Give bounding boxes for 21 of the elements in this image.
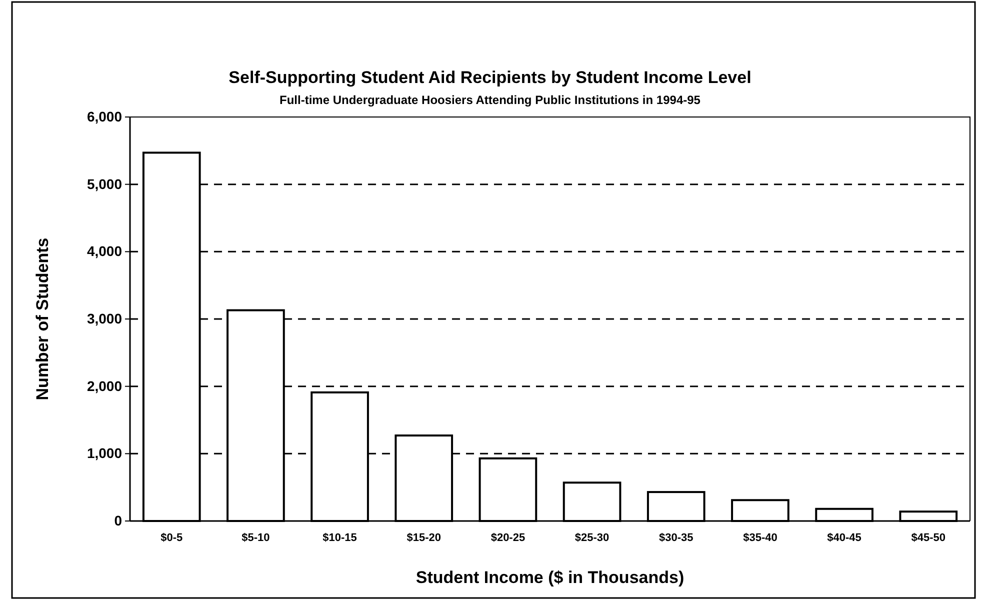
x-tick-label: $45-50 xyxy=(911,532,946,544)
x-tick-label: $20-25 xyxy=(490,532,526,544)
y-tick-label: 4,000 xyxy=(86,243,122,260)
x-tick-label: $10-15 xyxy=(322,532,357,544)
x-tick-label: $35-40 xyxy=(743,532,778,544)
y-tick-label: 3,000 xyxy=(86,310,122,326)
y-tick-label: 6,000 xyxy=(86,108,122,124)
y-tick-label: 2,000 xyxy=(86,378,122,394)
y-tick-label: 1,000 xyxy=(86,445,122,462)
x-tick-label: $40-45 xyxy=(827,532,862,544)
x-tick-label: $5-10 xyxy=(242,532,270,544)
y-axis-title: Number of Students xyxy=(33,238,52,400)
chart-title: Self-Supporting Student Aid Recipients by Student Income Level xyxy=(228,68,752,87)
x-tick-label: $15-20 xyxy=(406,532,442,544)
chart-subtitle: Full-time Undergraduate Hoosiers Attending Public Institutions in 1994-95 xyxy=(280,93,701,107)
y-tick-label: 5,000 xyxy=(86,176,122,192)
x-axis-title: Student Income ($ in Thousands) xyxy=(416,568,684,587)
x-tick-label: $30-35 xyxy=(658,532,694,544)
y-tick-label: 0 xyxy=(114,512,122,528)
x-tick-label: $0-5 xyxy=(160,532,183,544)
x-tick-label: $25-30 xyxy=(574,532,610,544)
